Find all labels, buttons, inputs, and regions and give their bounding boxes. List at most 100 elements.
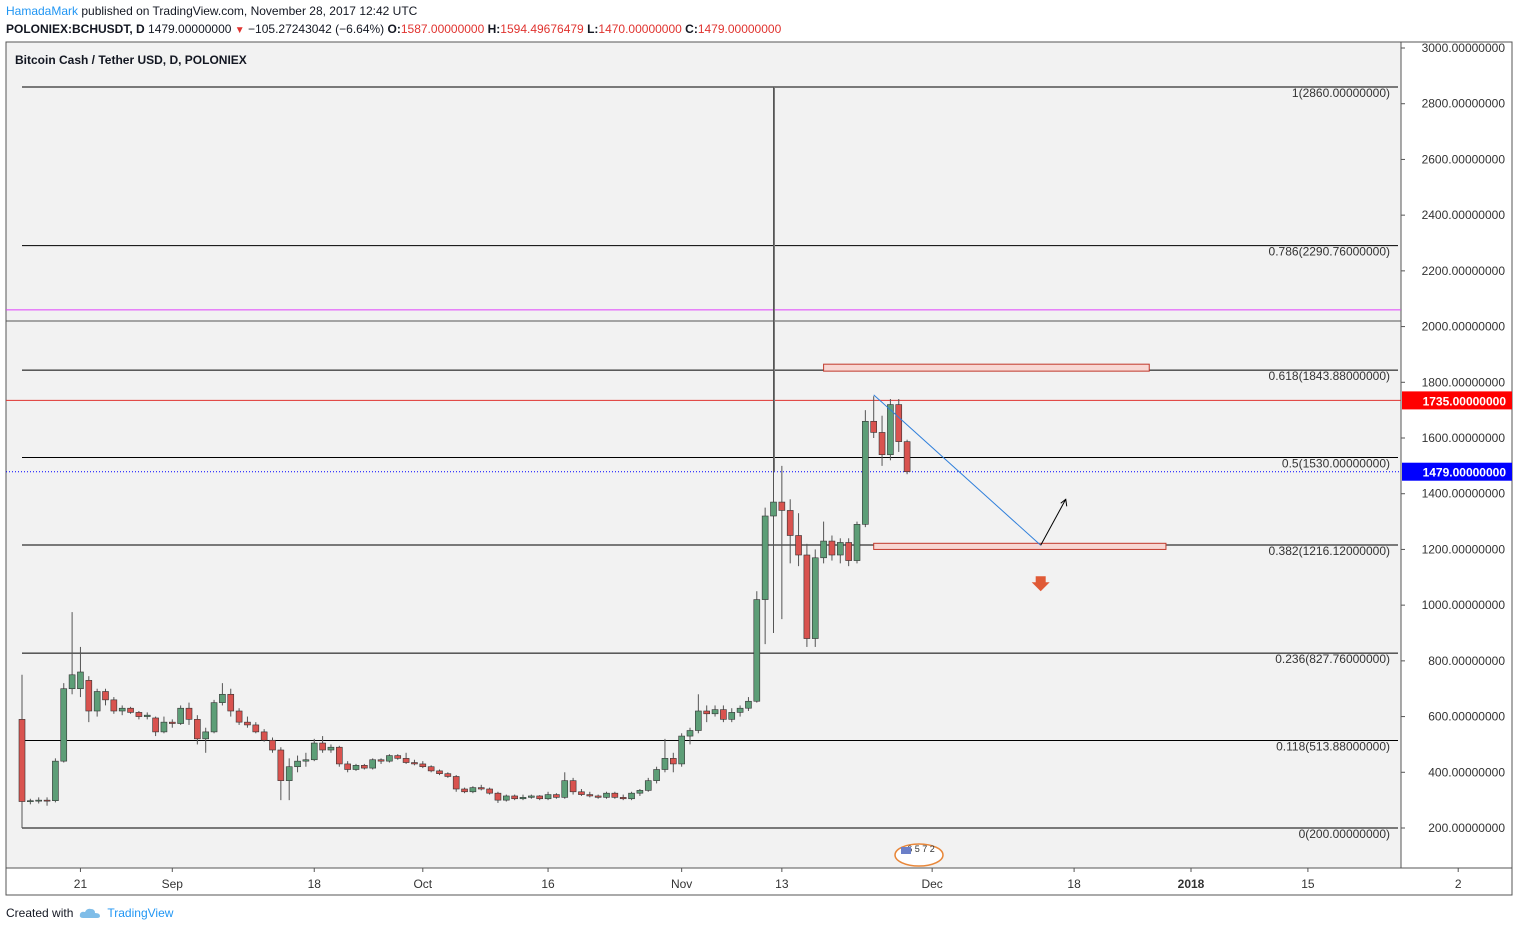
candle-body[interactable] [152,717,159,733]
candle-body[interactable] [578,791,585,795]
time-axis[interactable] [5,867,1513,896]
candle-body[interactable] [110,699,118,712]
candle-body[interactable] [427,766,435,772]
candle-body[interactable] [703,710,711,715]
candle-body[interactable] [402,758,410,763]
candle-body[interactable] [511,795,518,800]
candle-body[interactable] [369,759,377,769]
indicator-badge[interactable]: 6 5 7 2 [894,843,944,867]
candle-body[interactable] [686,730,694,737]
candle-body[interactable] [60,688,68,762]
candle-body[interactable] [887,404,894,456]
candle-body[interactable] [786,510,794,536]
candle-body[interactable] [85,680,93,712]
candle-body[interactable] [310,742,318,761]
candle-body[interactable] [135,712,143,717]
candle-body[interactable] [611,792,619,798]
plot-area[interactable] [6,42,1401,868]
candle-body[interactable] [27,800,34,803]
candle-body[interactable] [761,515,769,600]
candle-body[interactable] [895,404,903,442]
candle-body[interactable] [194,719,201,740]
candle-body[interactable] [335,746,343,765]
candle-body[interactable] [778,501,786,511]
candle-body[interactable] [252,724,260,733]
candle-body[interactable] [118,707,126,712]
candle-body[interactable] [820,540,827,559]
candle-body[interactable] [477,787,485,790]
candle-body[interactable] [486,788,493,794]
candle-body[interactable] [143,714,151,717]
candle-body[interactable] [636,790,644,794]
candle-body[interactable] [77,671,84,690]
candle-body[interactable] [711,709,719,715]
candle-body[interactable] [177,707,184,724]
candle-body[interactable] [586,794,594,797]
candle-body[interactable] [43,799,51,802]
candle-body[interactable] [736,707,744,713]
candle-body[interactable] [93,691,101,712]
trend-line[interactable] [873,394,1042,546]
candle-body[interactable] [745,700,752,709]
candle-body[interactable] [344,763,351,770]
candle-body[interactable] [436,770,443,774]
candle-body[interactable] [160,721,168,733]
candle-body[interactable] [811,557,819,639]
candle-body[interactable] [461,788,468,793]
candle-body[interactable] [678,735,685,765]
candle-body[interactable] [202,731,209,740]
candle-body[interactable] [753,599,761,702]
projection-arrow-line[interactable] [1040,499,1067,546]
candle-body[interactable] [502,795,510,801]
candle-body[interactable] [419,763,427,768]
candle-body[interactable] [870,420,878,433]
candle-body[interactable] [352,765,360,770]
candle-body[interactable] [361,765,368,769]
candle-body[interactable] [519,797,527,800]
candle-body[interactable] [845,542,852,561]
candle-body[interactable] [528,795,535,798]
candle-body[interactable] [795,535,802,556]
candle-body[interactable] [561,780,569,798]
candle-body[interactable] [720,709,727,720]
candle-body[interactable] [35,799,43,802]
author-link[interactable]: HamadaMark [6,4,79,18]
candle-body[interactable] [494,792,502,801]
candle-body[interactable] [569,780,577,793]
candle-body[interactable] [244,721,251,726]
candle-body[interactable] [319,742,326,751]
candle-body[interactable] [644,780,652,791]
candle-body[interactable] [469,787,477,793]
candle-body[interactable] [619,797,627,800]
candle-body[interactable] [853,524,861,561]
candle-body[interactable] [770,501,777,517]
candle-body[interactable] [68,674,76,690]
candle-body[interactable] [553,794,560,798]
candle-body[interactable] [127,707,134,713]
resistance-zone[interactable] [823,363,1150,372]
candle-body[interactable] [603,792,610,798]
candle-body[interactable] [653,769,660,781]
candle-body[interactable] [102,691,109,701]
candle-body[interactable] [394,755,402,759]
candle-body[interactable] [18,719,26,802]
candle-body[interactable] [277,749,285,781]
candle-body[interactable] [52,760,59,802]
resistance-zone[interactable] [873,542,1167,550]
down-arrow-icon[interactable] [1031,576,1050,592]
candle-body[interactable] [669,758,677,765]
candle-body[interactable] [327,746,335,751]
candle-body[interactable] [302,759,310,762]
candle-body[interactable] [828,540,836,556]
candle-body[interactable] [169,721,176,724]
candle-body[interactable] [219,693,226,703]
candle-body[interactable] [294,760,301,768]
candle-body[interactable] [444,773,452,777]
candle-body[interactable] [728,712,736,720]
candle-body[interactable] [235,710,243,723]
candle-body[interactable] [903,441,911,473]
candle-body[interactable] [836,542,844,556]
candle-body[interactable] [411,762,418,765]
candle-body[interactable] [227,693,235,712]
